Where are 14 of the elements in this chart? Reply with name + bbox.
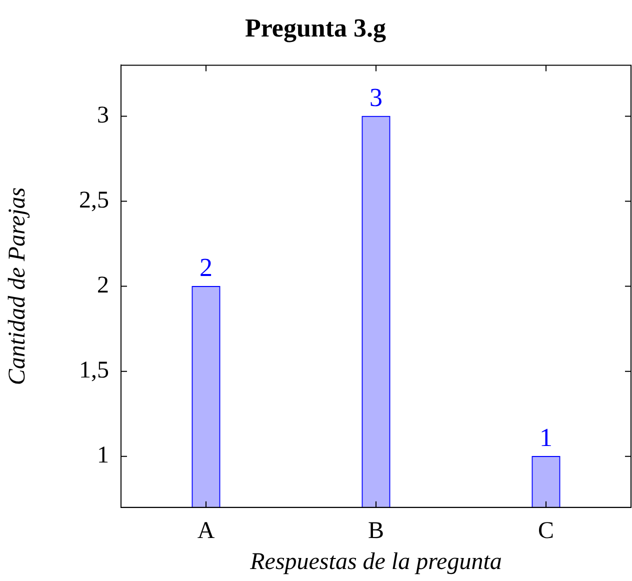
x-tick-label: C — [538, 518, 554, 544]
x-axis-title: Respuestas de la pregunta — [249, 548, 502, 575]
data-label: 2 — [200, 253, 212, 282]
y-tick-label: 3 — [97, 102, 109, 129]
y-tick-label: 1 — [97, 442, 109, 469]
y-tick-label: 2 — [97, 272, 109, 299]
chart-title: Pregunta 3.g — [244, 13, 386, 42]
y-axis-title: Cantidad de Parejas — [4, 187, 31, 386]
data-label: 3 — [370, 83, 382, 112]
x-tick-label: A — [197, 518, 216, 544]
y-tick-label: 1,5 — [79, 358, 109, 384]
data-label: 1 — [540, 423, 552, 452]
y-tick-label: 2,5 — [79, 188, 109, 214]
x-tick-label: B — [368, 518, 384, 544]
